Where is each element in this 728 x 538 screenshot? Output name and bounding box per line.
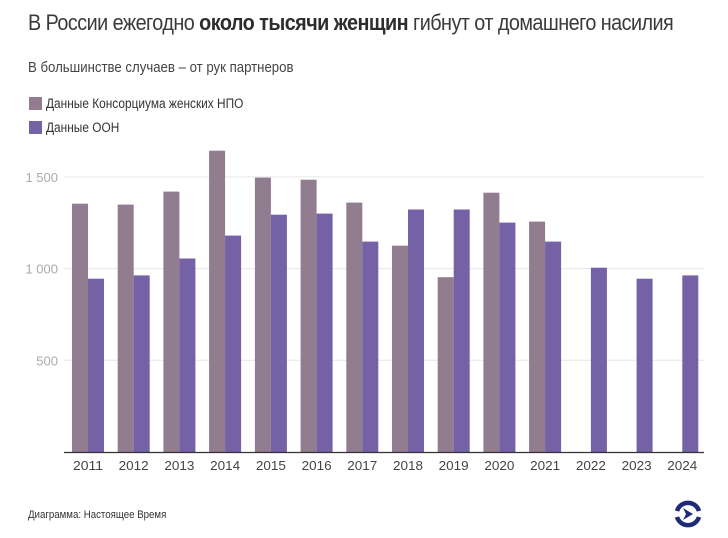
legend-label-un: Данные ООН	[46, 119, 120, 135]
bar-un-2011	[88, 278, 104, 452]
x-tick-label: 2020	[484, 458, 514, 473]
bar-un-2018	[408, 209, 424, 452]
bar-un-2024	[682, 275, 699, 452]
legend-item-ngo: Данные Консорциума женских НПО	[29, 91, 270, 115]
x-tick-label: 2014	[210, 458, 240, 473]
bar-un-2016	[316, 213, 333, 452]
bar-un-2012	[133, 275, 150, 452]
chart-subtitle: В большинстве случаев – от рук партнеров	[28, 59, 294, 76]
x-tick-label: 2016	[302, 458, 332, 473]
title-part: гибнут от домашнего насилия	[408, 10, 674, 35]
bar-ngo-2019	[437, 277, 454, 452]
x-tick-label: 2013	[164, 458, 194, 473]
bar-ngo-2020	[483, 192, 500, 452]
bars	[72, 150, 699, 452]
bar-un-2020	[499, 222, 516, 452]
x-tick-label: 2024	[667, 458, 697, 473]
logo-arc-top	[674, 500, 702, 512]
legend-label-ngo: Данные Консорциума женских НПО	[46, 95, 244, 111]
bar-un-2023	[636, 278, 653, 452]
legend-item-un: Данные ООН	[29, 115, 270, 139]
bar-ngo-2016	[300, 179, 317, 452]
y-tick-label: 500	[36, 353, 58, 368]
chart-title: В России ежегодно около тысячи женщин ги…	[28, 10, 674, 36]
x-tick-label: 2019	[439, 458, 469, 473]
logo-chevron	[683, 508, 693, 520]
bar-un-2013	[179, 258, 196, 452]
title-emphasis: около тысячи женщин	[199, 10, 409, 35]
legend-swatch-ngo	[29, 96, 42, 110]
bar-un-2015	[270, 214, 287, 452]
bar-ngo-2018	[392, 245, 408, 452]
x-tick-label: 2012	[119, 458, 149, 473]
x-tick-label: 2021	[530, 458, 560, 473]
bar-ngo-2014	[209, 150, 226, 452]
bar-ngo-2013	[163, 191, 180, 452]
bar-un-2017	[362, 241, 379, 452]
legend: Данные Консорциума женских НПО Данные ОО…	[29, 91, 270, 139]
x-tick-label: 2011	[73, 458, 103, 473]
chart-credit: Диаграмма: Настоящее Время	[28, 509, 167, 521]
y-tick-label: 1 000	[25, 262, 58, 277]
bar-un-2022	[590, 267, 607, 452]
x-tick-label: 2015	[256, 458, 286, 473]
title-part: В России ежегодно	[28, 10, 200, 35]
y-tick-label: 1 500	[25, 170, 58, 185]
bar-ngo-2017	[346, 202, 363, 452]
x-axis-labels: 2011 2012 2013 2014 2015 2016 2017 2018 2019 2020…	[73, 458, 697, 473]
bar-un-2019	[453, 209, 470, 452]
bar-ngo-2012	[117, 204, 134, 452]
y-axis-labels: 500 1 000 1 500	[25, 170, 58, 368]
legend-swatch-un	[29, 120, 42, 134]
bar-ngo-2015	[254, 177, 271, 452]
gridlines	[64, 176, 704, 361]
nastoyashcheye-vremya-logo-icon	[674, 500, 702, 528]
bar-un-2021	[545, 241, 562, 452]
bar-un-2014	[225, 235, 242, 452]
x-tick-label: 2023	[622, 458, 652, 473]
logo-arc-bottom	[674, 516, 702, 528]
x-tick-label: 2022	[576, 458, 606, 473]
bar-ngo-2011	[72, 203, 88, 452]
x-tick-label: 2018	[393, 458, 423, 473]
bar-ngo-2021	[529, 221, 546, 452]
x-tick-label: 2017	[347, 458, 377, 473]
